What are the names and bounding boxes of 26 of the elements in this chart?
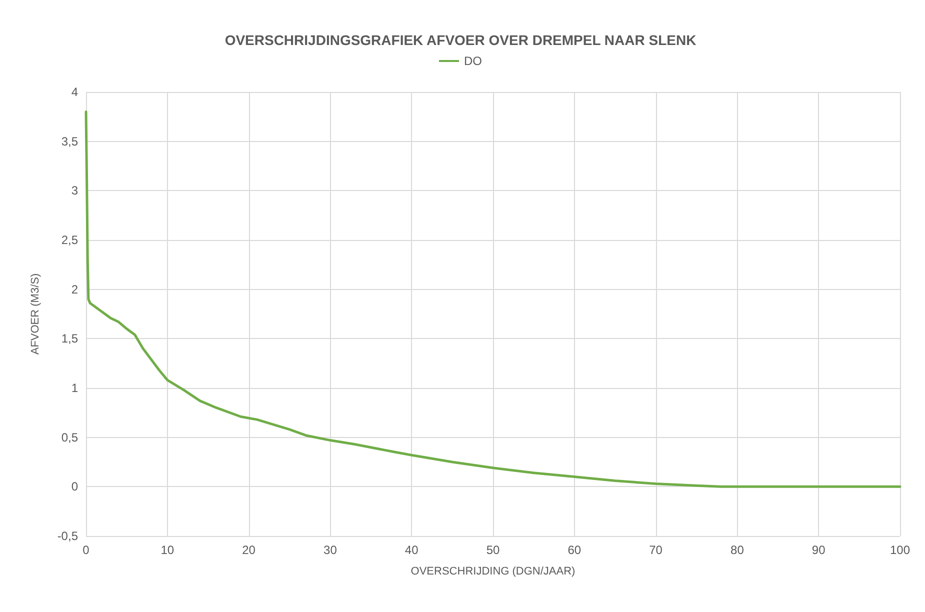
line-series: [84, 110, 902, 488]
y-tick-label: 0: [71, 480, 78, 494]
y-tick-label: 3: [71, 184, 78, 198]
y-tick-label: 0,5: [61, 430, 78, 444]
y-tick-label: 4: [71, 85, 78, 99]
x-tick-label: 30: [324, 543, 338, 557]
x-tick-label: 90: [812, 543, 826, 557]
legend-label: DO: [464, 54, 482, 68]
y-tick-label: 2: [71, 282, 78, 296]
x-tick-label: 10: [160, 543, 174, 557]
chart-title: OVERSCHRIJDINGSGRAFIEK AFVOER OVER DREMPEL NAAR SLENK: [224, 32, 696, 48]
x-tick-label: 20: [242, 543, 256, 557]
y-tick-label: 2,5: [61, 233, 78, 247]
y-tick-label: 3,5: [61, 134, 78, 148]
x-tick-label: 50: [486, 543, 500, 557]
y-tick-label: 1,5: [61, 332, 78, 346]
x-tick-label: 100: [890, 543, 910, 557]
y-tick-label: 1: [71, 381, 78, 395]
x-tick-label: 80: [730, 543, 744, 557]
y-axis-title: AFVOER (M3/S): [30, 273, 42, 355]
x-axis-title: OVERSCHRIJDING (DGN/JAAR): [410, 566, 576, 578]
x-tick-label: 70: [649, 543, 663, 557]
x-tick-label: 40: [404, 543, 419, 557]
y-tick-label: -0,5: [57, 529, 78, 543]
x-tick-label: 0: [82, 543, 90, 557]
x-tick-label: 60: [568, 543, 582, 557]
